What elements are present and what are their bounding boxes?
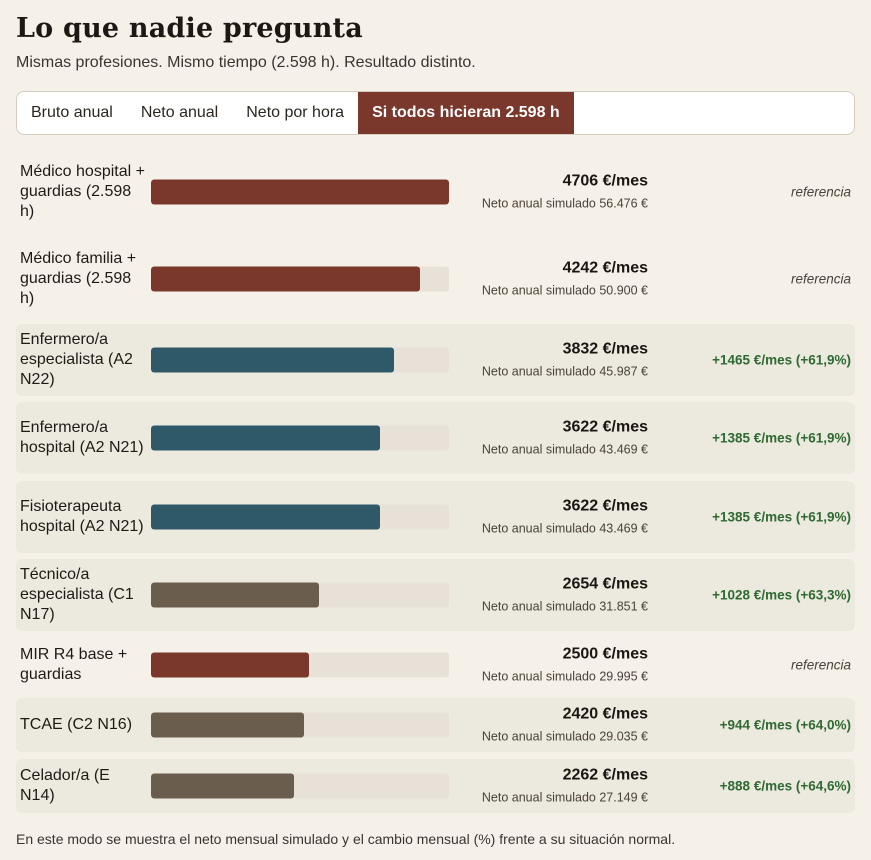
bar xyxy=(151,266,420,292)
value-block: 2500 €/mes Neto anual simulado 29.995 € xyxy=(456,645,648,686)
bar xyxy=(151,582,320,608)
row-label: Enfermero/a hospital (A2 N21) xyxy=(20,419,144,456)
data-label: 2420 €/mes xyxy=(562,705,648,723)
table-row: Médico familia + guardias (2.598 h) 4242 … xyxy=(16,245,855,313)
bar-track xyxy=(151,652,449,678)
value-block: 3622 €/mes Neto anual simulado 43.469 € xyxy=(456,418,648,459)
neto-anual-label: Neto anual simulado 45.987 € xyxy=(481,364,648,379)
bar-track xyxy=(151,179,449,205)
row-label: Celador/a (E N14) xyxy=(20,767,110,804)
value-block: 3832 €/mes Neto anual simulado 45.987 € xyxy=(456,340,648,381)
reference-label: referencia xyxy=(790,184,851,200)
bar xyxy=(151,504,381,530)
row-label: Médico hospital + guardias (2.598 h) xyxy=(20,163,145,220)
tab-neto-anual[interactable]: Neto anual xyxy=(140,104,219,121)
bar-track xyxy=(151,582,449,608)
reference-label: referencia xyxy=(790,657,851,673)
bar xyxy=(151,773,295,799)
delta-label: +1465 €/mes (+61,9%) xyxy=(712,352,851,368)
table-row: Enfermero/a hospital (A2 N21) 3622 €/mes N… xyxy=(16,402,855,474)
row-label: Enfermero/a especialista (A2 N22) xyxy=(20,331,133,388)
data-label: 2262 €/mes xyxy=(562,766,648,784)
neto-anual-label: Neto anual simulado 27.149 € xyxy=(481,790,648,805)
value-block: 2420 €/mes Neto anual simulado 29.035 € xyxy=(456,705,648,746)
neto-anual-label: Neto anual simulado 50.900 € xyxy=(481,283,648,298)
row-label: MIR R4 base + guardias xyxy=(20,646,128,683)
bar-track xyxy=(151,712,449,738)
data-label: 3622 €/mes xyxy=(562,418,648,436)
bar xyxy=(151,179,449,205)
page-subtitle: Mismas profesiones. Mismo tiempo (2.598 … xyxy=(16,54,476,71)
neto-anual-label: Neto anual simulado 29.995 € xyxy=(481,669,648,684)
neto-anual-label: Neto anual simulado 43.469 € xyxy=(481,442,648,457)
value-block: 4242 €/mes Neto anual simulado 50.900 € xyxy=(456,259,648,300)
delta-label: +944 €/mes (+64,0%) xyxy=(719,717,851,733)
row-label: TCAE (C2 N16) xyxy=(20,716,133,733)
row-label: Médico familia + guardias (2.598 h) xyxy=(20,250,137,307)
footnote: En este modo se muestra el neto mensual … xyxy=(16,831,676,847)
bar-track xyxy=(151,266,449,292)
bar-track xyxy=(151,773,449,799)
delta-label: +888 €/mes (+64,6%) xyxy=(719,778,851,794)
bar-track xyxy=(151,504,449,530)
tab-neto-por-hora[interactable]: Neto por hora xyxy=(246,104,345,121)
tab-si-todos-hicieran[interactable]: Si todos hicieran 2.598 h xyxy=(358,92,574,134)
value-block: 3622 €/mes Neto anual simulado 43.469 € xyxy=(456,497,648,538)
data-label: 4706 €/mes xyxy=(562,172,648,190)
neto-anual-label: Neto anual simulado 56.476 € xyxy=(481,196,648,211)
neto-anual-label: Neto anual simulado 29.035 € xyxy=(481,729,648,744)
table-row: Celador/a (E N14) 2262 €/mes Neto anual si… xyxy=(16,759,855,813)
bar-track xyxy=(151,347,449,373)
bar-track xyxy=(151,425,449,451)
value-block: 2262 €/mes Neto anual simulado 27.149 € xyxy=(456,766,648,807)
table-row: Enfermero/a especialista (A2 N22) 3832 €/… xyxy=(16,324,855,396)
bar xyxy=(151,712,305,738)
data-label: 3622 €/mes xyxy=(562,497,648,515)
row-label: Técnico/a especialista (C1 N17) xyxy=(20,566,134,623)
row-label: Fisioterapeuta hospital (A2 N21) xyxy=(20,498,144,535)
table-row: Médico hospital + guardias (2.598 h) 4706… xyxy=(16,152,855,232)
delta-label: +1385 €/mes (+61,9%) xyxy=(712,509,851,525)
table-row: MIR R4 base + guardias 2500 €/mes Neto anu… xyxy=(16,638,855,692)
data-label: 3832 €/mes xyxy=(562,340,648,358)
neto-anual-label: Neto anual simulado 43.469 € xyxy=(481,521,648,536)
neto-anual-label: Neto anual simulado 31.851 € xyxy=(481,599,648,614)
table-row: TCAE (C2 N16) 2420 €/mes Neto anual simula… xyxy=(16,698,855,752)
bar xyxy=(151,347,394,373)
value-block: 2654 €/mes Neto anual simulado 31.851 € xyxy=(456,575,648,616)
page-title: Lo que nadie pregunta xyxy=(16,13,363,44)
value-block: 4706 €/mes Neto anual simulado 56.476 € xyxy=(456,172,648,213)
data-label: 4242 €/mes xyxy=(562,259,648,277)
reference-label: referencia xyxy=(790,271,851,287)
delta-label: +1385 €/mes (+61,9%) xyxy=(712,430,851,446)
bar xyxy=(151,652,310,678)
data-label: 2654 €/mes xyxy=(562,575,648,593)
bar xyxy=(151,425,381,451)
delta-label: +1028 €/mes (+63,3%) xyxy=(712,587,851,603)
table-row: Fisioterapeuta hospital (A2 N21) 3622 €/m… xyxy=(16,481,855,553)
tab-bruto-anual[interactable]: Bruto anual xyxy=(31,104,113,121)
data-label: 2500 €/mes xyxy=(562,645,648,663)
mode-tabs: Bruto anual Neto anual Neto por hora Si … xyxy=(16,91,855,135)
table-row: Técnico/a especialista (C1 N17) 2654 €/me… xyxy=(16,559,855,631)
